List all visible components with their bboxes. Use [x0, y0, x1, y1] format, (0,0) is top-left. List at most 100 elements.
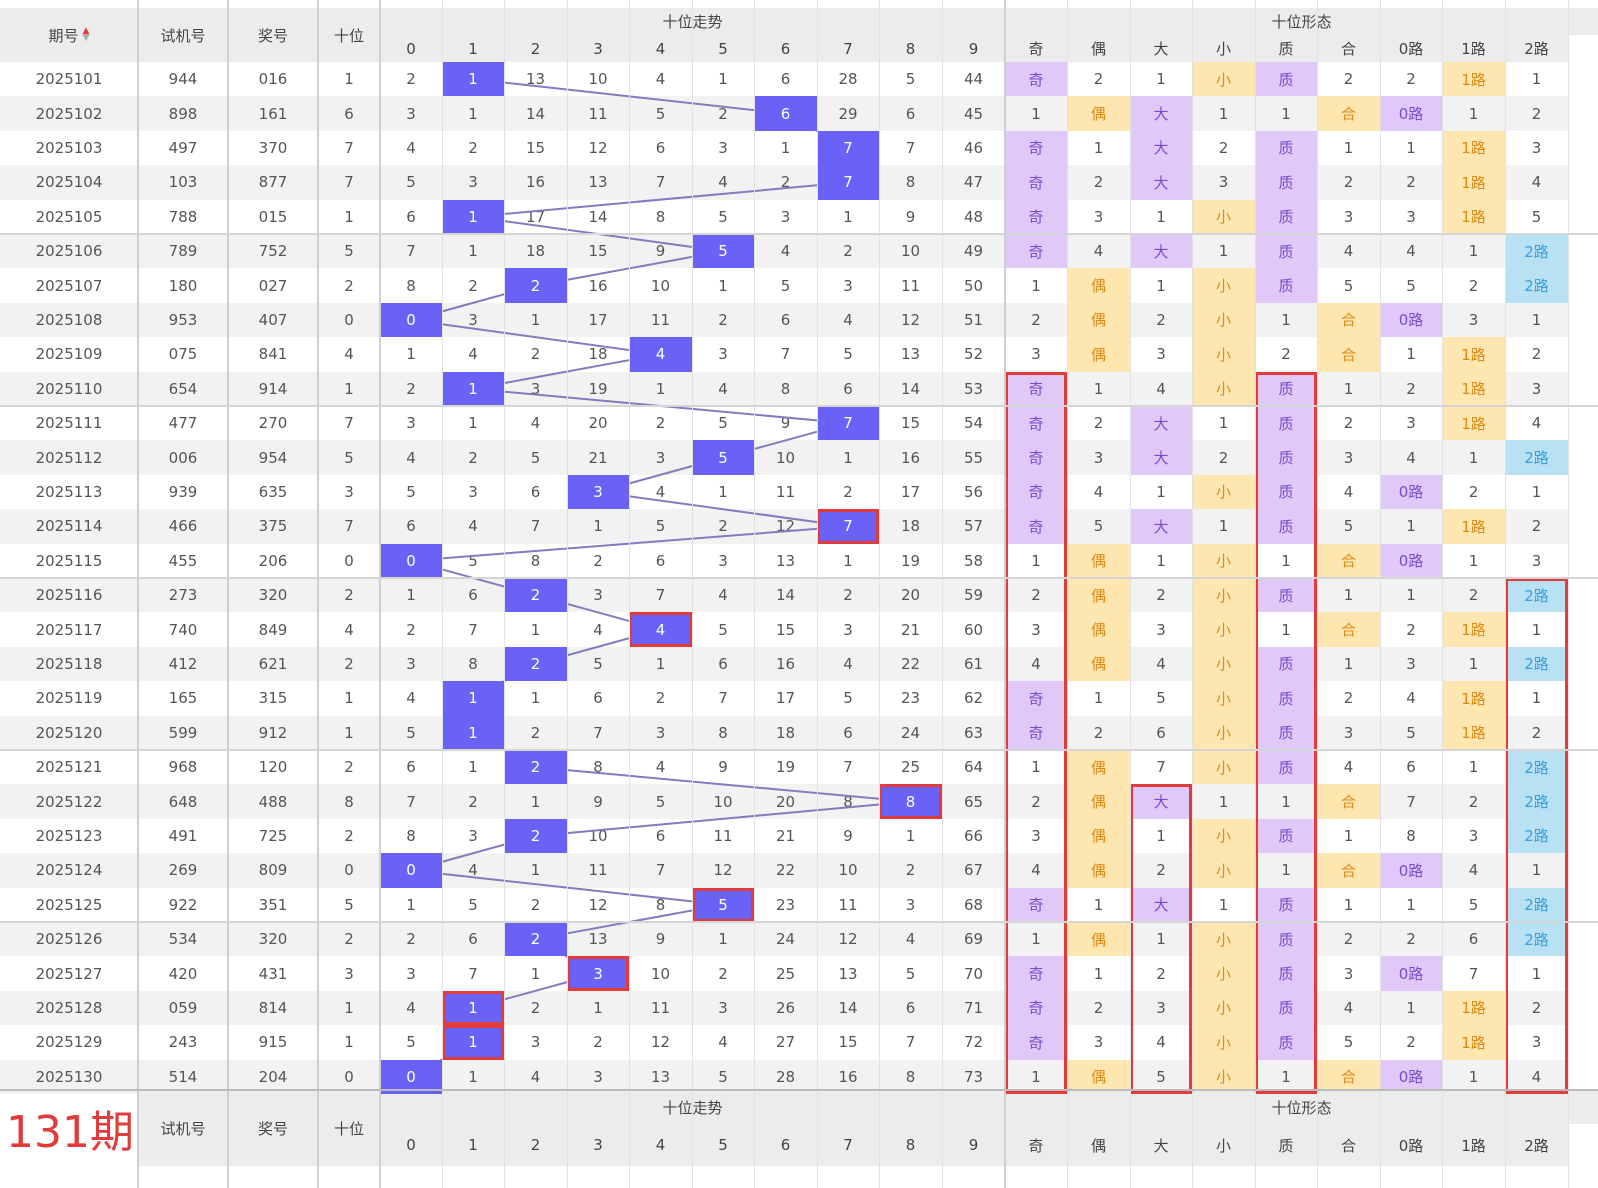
form-cell: 1: [1343, 138, 1354, 157]
form-cell: 质: [1255, 130, 1317, 166]
row-trial: 165: [168, 689, 198, 708]
trend-miss-count: 3: [442, 302, 504, 338]
trend-miss-count: 1: [504, 302, 567, 338]
trend-ball-overlay[interactable]: 5: [692, 234, 754, 269]
column-divider-thin: [1255, 0, 1256, 1188]
trend-ball-overlay[interactable]: 2: [504, 750, 567, 785]
header-period[interactable]: 期号 ▲ ▼: [0, 8, 138, 62]
row-prize: 161: [228, 96, 318, 131]
form-cell: 6: [1442, 922, 1505, 957]
form-cell: 2: [1406, 1033, 1416, 1052]
form-cell: 奇: [1005, 1025, 1067, 1060]
trend-ball-overlay[interactable]: 0: [380, 853, 442, 888]
trend-ball-overlay[interactable]: 7: [817, 509, 879, 544]
form-cell: 4: [1380, 440, 1442, 475]
form-cell: 2: [1531, 345, 1542, 364]
trend-ball-overlay[interactable]: 0: [380, 1059, 442, 1094]
trend-miss-count: 6: [754, 302, 817, 338]
trend-miss-count: 2: [442, 440, 504, 475]
form-cell: 1路: [1442, 715, 1505, 750]
row-ten: 1: [344, 689, 354, 708]
trend-miss-count: 73: [942, 1059, 1005, 1094]
form-cell: 0路: [1380, 302, 1442, 338]
row-trial: 922: [168, 895, 198, 914]
trend-miss-count: 5: [843, 345, 853, 364]
trend-miss-count: 2: [380, 922, 442, 957]
form-cell: 1: [1531, 689, 1542, 708]
row-prize: 849: [258, 620, 288, 639]
form-cell: 小: [1192, 268, 1255, 303]
trend-miss-count: 8: [817, 784, 879, 819]
header-digit-9: 9: [942, 35, 1005, 62]
row-ten: 7: [344, 138, 354, 157]
trend-ball-overlay[interactable]: 0: [380, 543, 442, 578]
row-ten: 7: [318, 165, 380, 200]
trend-ball-overlay[interactable]: 3: [567, 956, 629, 991]
row-period: 2025120: [0, 715, 138, 750]
trend-ball-overlay[interactable]: 5: [692, 440, 754, 475]
trend-miss-count: 13: [567, 165, 629, 200]
trend-miss-count: 1: [530, 689, 541, 708]
row-period: 2025125: [35, 895, 103, 914]
form-cell: 4: [1343, 758, 1354, 777]
form-cell: 质: [1255, 1025, 1317, 1060]
trend-miss-count: 3: [692, 990, 754, 1026]
trend-ball-overlay[interactable]: 1: [442, 62, 504, 97]
row-prize: 375: [228, 509, 318, 544]
trend-miss-count: 3: [780, 207, 791, 226]
trend-ball-overlay[interactable]: 1: [442, 371, 504, 406]
trend-ball-overlay[interactable]: 1: [442, 990, 504, 1026]
trend-ball-overlay[interactable]: 3: [567, 474, 629, 510]
trend-ball-overlay[interactable]: 1: [442, 715, 504, 750]
trend-miss-count: 9: [843, 826, 853, 845]
trend-ball-overlay[interactable]: 2: [504, 268, 567, 303]
trend-ball-overlay[interactable]: 2: [504, 818, 567, 854]
trend-ball-overlay[interactable]: 1: [442, 199, 504, 234]
trend-ball-overlay[interactable]: 1: [442, 681, 504, 716]
trend-miss-count: 6: [655, 138, 666, 157]
trend-miss-count: 66: [963, 826, 984, 845]
trend-ball-overlay[interactable]: 1: [442, 1025, 504, 1060]
form-cell: 1: [1218, 895, 1229, 914]
form-cell: 质: [1255, 818, 1317, 854]
sort-arrows-icon[interactable]: ▲ ▼: [82, 26, 90, 43]
row-period: 2025123: [35, 826, 103, 845]
form-cell: 1: [1442, 646, 1505, 682]
trend-miss-count: 4: [380, 440, 442, 475]
trend-ball-overlay[interactable]: 2: [504, 646, 567, 682]
trend-miss-count: 2: [692, 302, 754, 338]
group-divider: [0, 233, 1598, 235]
form-cell: 1: [1192, 234, 1255, 269]
trend-ball-overlay[interactable]: 8: [879, 784, 942, 819]
trend-ball-overlay[interactable]: 2: [504, 578, 567, 613]
form-cell: 3: [1192, 165, 1255, 200]
header-digit-0: 0: [380, 35, 442, 62]
trend-miss-count: 7: [504, 509, 567, 544]
trend-ball-overlay[interactable]: 2: [504, 922, 567, 957]
trend-ball-overlay[interactable]: 5: [692, 887, 754, 922]
trend-ball-overlay[interactable]: 4: [629, 337, 692, 372]
row-period: 2025116: [0, 578, 138, 613]
trend-ball-overlay[interactable]: 4: [629, 612, 692, 647]
trend-miss-count: 16: [817, 1059, 879, 1094]
form-cell: 1: [1005, 922, 1067, 957]
form-cell: 7: [1380, 784, 1442, 819]
trend-miss-count: 27: [775, 1033, 796, 1052]
form-cell: 质: [1255, 199, 1317, 234]
form-cell: 3: [1156, 345, 1166, 364]
trend-miss-count: 6: [817, 715, 879, 750]
form-cell: 4: [1406, 689, 1416, 708]
trend-ball-overlay[interactable]: 0: [380, 302, 442, 338]
row-period: 2025124: [0, 853, 138, 888]
trend-miss-count: 4: [718, 1033, 728, 1052]
form-cell: 0路: [1380, 96, 1442, 131]
trend-miss-count: 24: [879, 715, 942, 750]
trend-ball-overlay[interactable]: 6: [754, 96, 817, 131]
row-trial: 534: [138, 922, 228, 957]
column-divider-thin: [754, 0, 755, 1188]
trend-ball-overlay[interactable]: 7: [817, 406, 879, 441]
trend-miss-count: 47: [942, 165, 1005, 200]
trend-ball-overlay[interactable]: 7: [817, 165, 879, 200]
form-cell: 质: [1255, 234, 1317, 269]
trend-ball-overlay[interactable]: 7: [817, 130, 879, 166]
